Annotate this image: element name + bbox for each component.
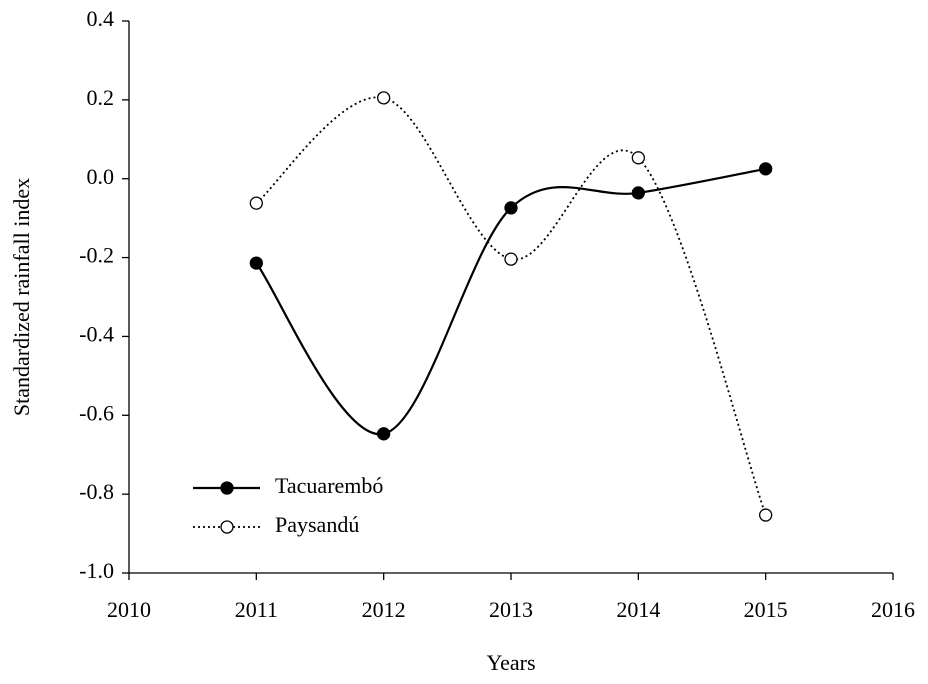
legend-marker [220, 481, 234, 495]
y-tick-label: -0.6 [79, 400, 114, 425]
y-tick-label: -0.8 [79, 479, 114, 504]
data-point [631, 151, 645, 165]
data-point [377, 91, 391, 105]
y-tick-label: 0.0 [87, 164, 115, 189]
x-tick-label: 2010 [107, 597, 151, 622]
data-point [759, 162, 773, 176]
data-point [249, 196, 263, 210]
data-point [377, 427, 391, 441]
y-tick-label: 0.4 [87, 6, 115, 31]
x-axis-title: Years [486, 650, 535, 675]
y-axis-title: Standardized rainfall index [9, 178, 34, 416]
x-tick-label: 2012 [362, 597, 406, 622]
x-tick-label: 2016 [871, 597, 915, 622]
legend-marker [220, 520, 234, 534]
data-point [504, 201, 518, 215]
series-line [255, 167, 766, 435]
series-line [255, 96, 767, 516]
y-tick-label: -0.2 [79, 243, 114, 268]
data-point [759, 508, 773, 522]
data-point [249, 256, 263, 270]
legend-label: Paysandú [275, 512, 359, 537]
x-tick-label: 2011 [235, 597, 278, 622]
y-tick-label: 0.2 [87, 85, 115, 110]
x-tick-label: 2015 [744, 597, 788, 622]
x-tick-label: 2013 [489, 597, 533, 622]
data-point [504, 252, 518, 266]
y-tick-label: -1.0 [79, 558, 114, 583]
data-point [631, 186, 645, 200]
legend-label: Tacuarembó [275, 473, 383, 498]
x-tick-label: 2014 [616, 597, 660, 622]
y-tick-label: -0.4 [79, 321, 114, 346]
